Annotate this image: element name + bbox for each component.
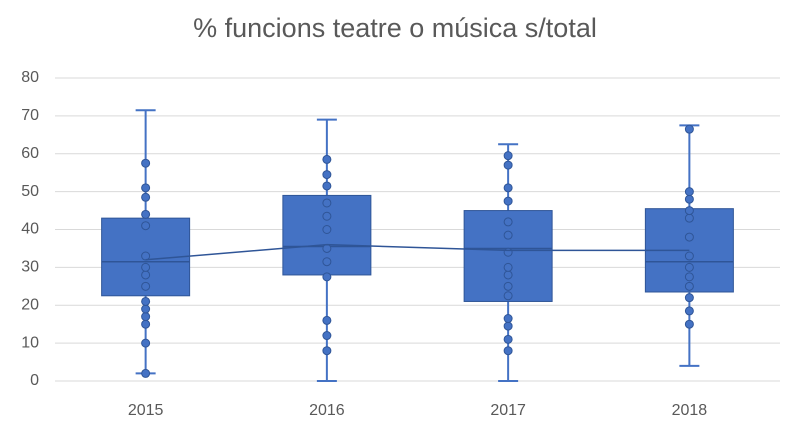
- data-point: [322, 257, 332, 267]
- data-point: [141, 304, 151, 314]
- data-point: [322, 315, 332, 325]
- data-point: [684, 124, 694, 134]
- data-point: [141, 158, 151, 168]
- data-point: [322, 154, 332, 164]
- data-point: [503, 314, 513, 324]
- data-point: [684, 187, 694, 197]
- data-point: [684, 262, 694, 272]
- data-point: [322, 198, 332, 208]
- y-tick-label: 20: [21, 296, 39, 313]
- data-point: [322, 243, 332, 253]
- data-point: [503, 247, 513, 257]
- data-point: [503, 291, 513, 301]
- y-tick-label: 70: [21, 107, 39, 124]
- data-point: [503, 262, 513, 272]
- y-tick-label: 60: [21, 145, 39, 162]
- data-point: [684, 293, 694, 303]
- data-point: [322, 170, 332, 180]
- data-point: [141, 368, 151, 378]
- x-tick-label: 2018: [672, 402, 708, 419]
- data-point: [503, 217, 513, 227]
- data-point: [503, 151, 513, 161]
- data-point: [503, 321, 513, 331]
- data-point: [503, 281, 513, 291]
- data-point: [684, 206, 694, 216]
- data-point: [684, 232, 694, 242]
- chart-title: % funcions teatre o música s/total: [193, 13, 597, 43]
- y-tick-label: 10: [21, 334, 39, 351]
- x-tick-label: 2016: [309, 402, 345, 419]
- data-point: [684, 306, 694, 316]
- data-point: [503, 346, 513, 356]
- data-point: [503, 230, 513, 240]
- x-tick-label: 2015: [128, 402, 164, 419]
- data-point: [322, 181, 332, 191]
- data-point: [141, 192, 151, 202]
- data-point: [503, 270, 513, 280]
- data-point: [141, 270, 151, 280]
- mean-line: [145, 243, 690, 261]
- data-point: [141, 262, 151, 272]
- data-point: [322, 272, 332, 282]
- data-point: [322, 225, 332, 234]
- data-point: [141, 296, 151, 306]
- data-point: [503, 160, 513, 170]
- data-point: [503, 196, 513, 206]
- data-point: [141, 338, 151, 348]
- y-tick-label: 40: [21, 221, 39, 238]
- data-point: [684, 319, 694, 329]
- x-tick-label: 2017: [490, 402, 526, 419]
- data-point: [684, 194, 694, 204]
- data-point: [322, 331, 332, 341]
- y-tick-label: 80: [21, 69, 39, 86]
- data-point: [684, 272, 694, 282]
- data-point: [503, 334, 513, 344]
- y-tick-label: 30: [21, 259, 39, 276]
- y-tick-label: 50: [21, 183, 39, 200]
- data-point: [684, 281, 694, 291]
- data-point: [684, 213, 694, 223]
- data-point: [141, 251, 151, 261]
- data-point: [141, 221, 151, 231]
- data-point: [684, 251, 694, 261]
- data-point: [322, 211, 332, 221]
- data-point: [141, 183, 151, 193]
- data-point: [322, 346, 332, 356]
- data-point: [141, 209, 151, 219]
- data-point: [141, 281, 151, 291]
- data-point: [503, 183, 513, 193]
- data-point: [141, 319, 151, 329]
- y-tick-label: 0: [30, 372, 39, 389]
- data-point: [141, 312, 151, 322]
